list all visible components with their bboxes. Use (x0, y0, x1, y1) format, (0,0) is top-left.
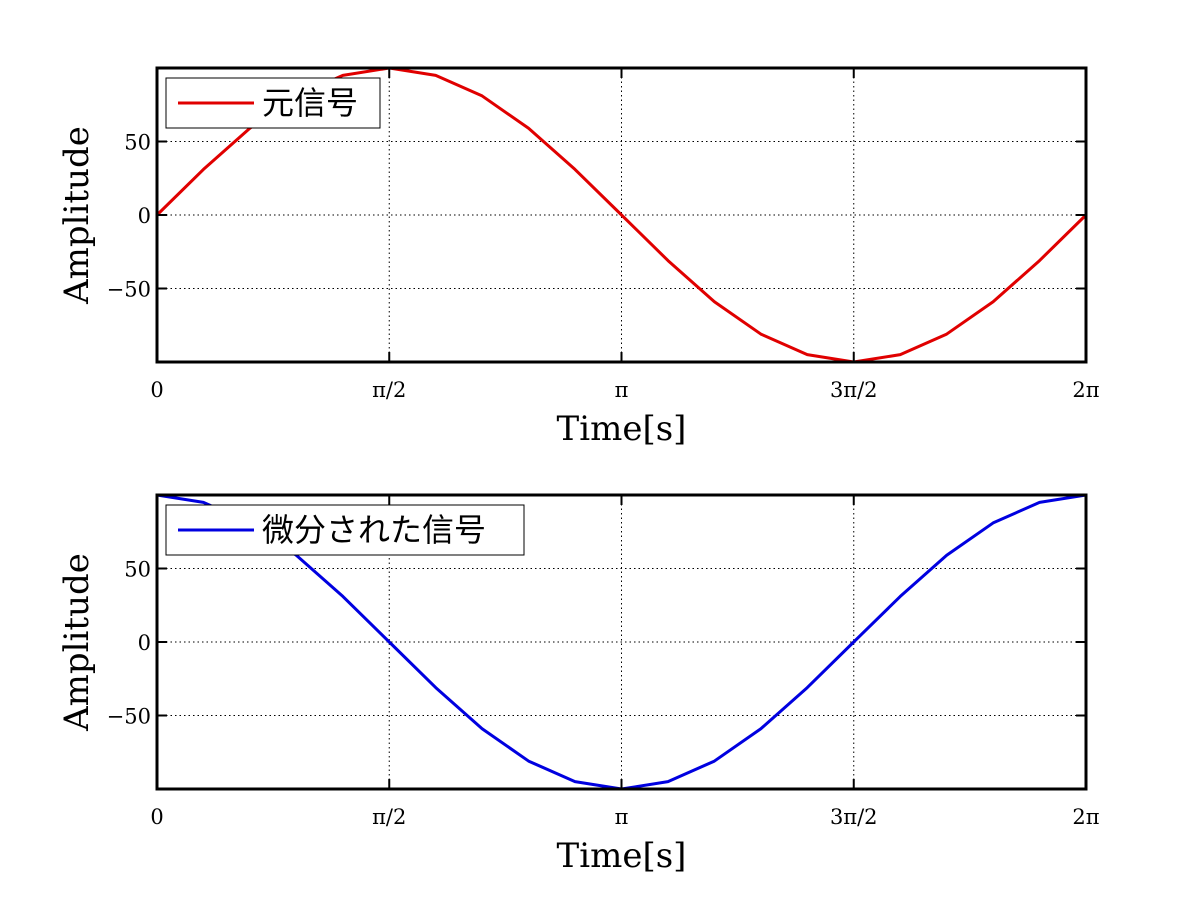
y-tick-label-0: 50 (124, 558, 151, 582)
legend-label-1: 元信号 (262, 84, 358, 122)
x-tick-label-4: 2π (1072, 378, 1099, 402)
x-tick-label-4: 2π (1072, 805, 1099, 829)
x-tick-label-1: π/2 (372, 378, 406, 402)
x-tick-label-2: π (615, 378, 629, 402)
y-axis-title: Amplitude (57, 126, 97, 305)
y-tick-label-0: 50 (124, 131, 151, 155)
x-axis-title: Time[s] (557, 836, 687, 876)
x-axis-title: Time[s] (557, 409, 687, 449)
y-tick-label-2: −50 (107, 705, 151, 729)
legend-label-1: 微分された信号 (262, 511, 486, 549)
legend: 微分された信号 (165, 504, 525, 556)
x-tick-label-3: 3π/2 (830, 805, 878, 829)
x-tick-label-3: 3π/2 (830, 378, 878, 402)
y-tick-label-1: 0 (138, 204, 151, 228)
subplot-1: 0 π/2 π 3π/2 2π 50 0 −50 Time[s] Amplitude 元信号 (57, 66, 1100, 449)
subplot-2: 0 π/2 π 3π/2 2π 50 0 −50 Time[s] Amplitude 微分された信号 (57, 493, 1100, 876)
x-tick-label-1: π/2 (372, 805, 406, 829)
y-tick-label-2: −50 (107, 278, 151, 302)
x-tick-label-2: π (615, 805, 629, 829)
y-tick-label-1: 0 (138, 631, 151, 655)
legend: 元信号 (165, 77, 381, 129)
y-axis-title: Amplitude (57, 553, 97, 732)
x-tick-label-0: 0 (150, 378, 163, 402)
x-tick-label-0: 0 (150, 805, 163, 829)
